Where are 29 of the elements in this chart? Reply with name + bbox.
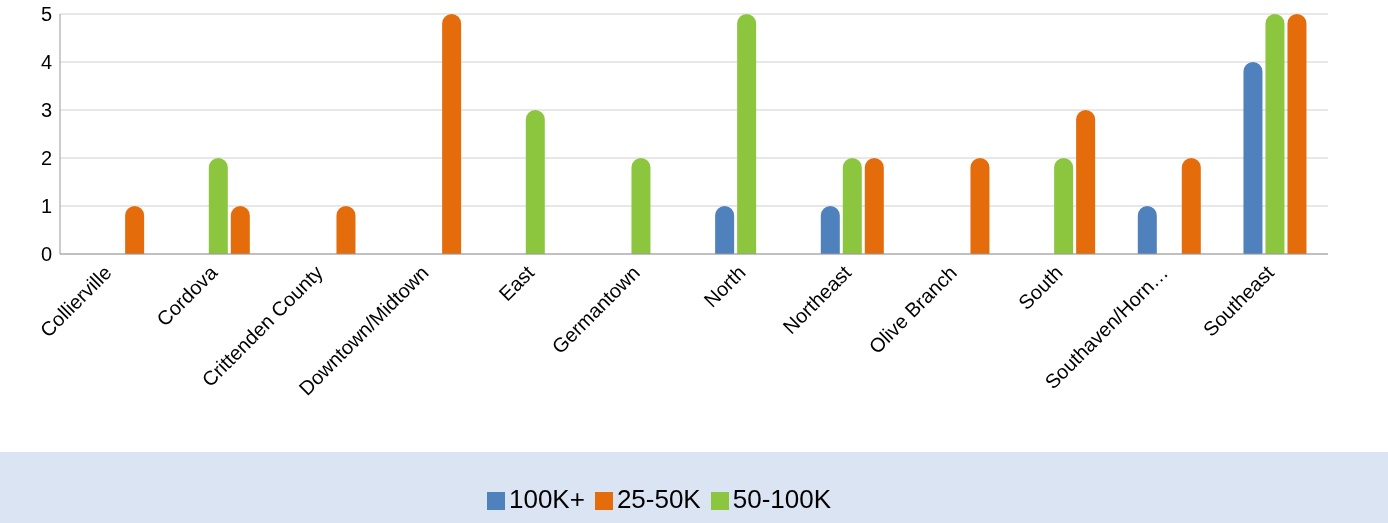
y-tick-label: 1 bbox=[40, 195, 52, 218]
y-tick-label: 5 bbox=[40, 3, 52, 26]
bar bbox=[442, 14, 462, 254]
bar bbox=[715, 206, 735, 254]
y-tick-label: 0 bbox=[40, 243, 52, 266]
bar bbox=[970, 158, 990, 254]
bar bbox=[525, 110, 545, 254]
legend-label: 25-50K bbox=[616, 484, 701, 514]
bar bbox=[864, 158, 884, 254]
y-tick-label: 2 bbox=[40, 147, 52, 170]
bar bbox=[1076, 110, 1096, 254]
bar bbox=[1265, 14, 1285, 254]
bar bbox=[1137, 206, 1157, 254]
bar bbox=[125, 206, 145, 254]
legend-label: 100K+ bbox=[508, 484, 585, 514]
bar bbox=[208, 158, 228, 254]
y-tick-label: 4 bbox=[40, 51, 52, 74]
bar bbox=[1243, 62, 1263, 254]
legend-label: 50-100K bbox=[732, 484, 832, 514]
bar bbox=[631, 158, 651, 254]
y-tick-label: 3 bbox=[40, 99, 52, 122]
bar bbox=[230, 206, 250, 254]
bar bbox=[1287, 14, 1307, 254]
bar bbox=[1054, 158, 1074, 254]
bar bbox=[820, 206, 840, 254]
bar bbox=[1181, 158, 1201, 254]
bar bbox=[737, 14, 757, 254]
bar bbox=[842, 158, 862, 254]
bar bbox=[336, 206, 356, 254]
